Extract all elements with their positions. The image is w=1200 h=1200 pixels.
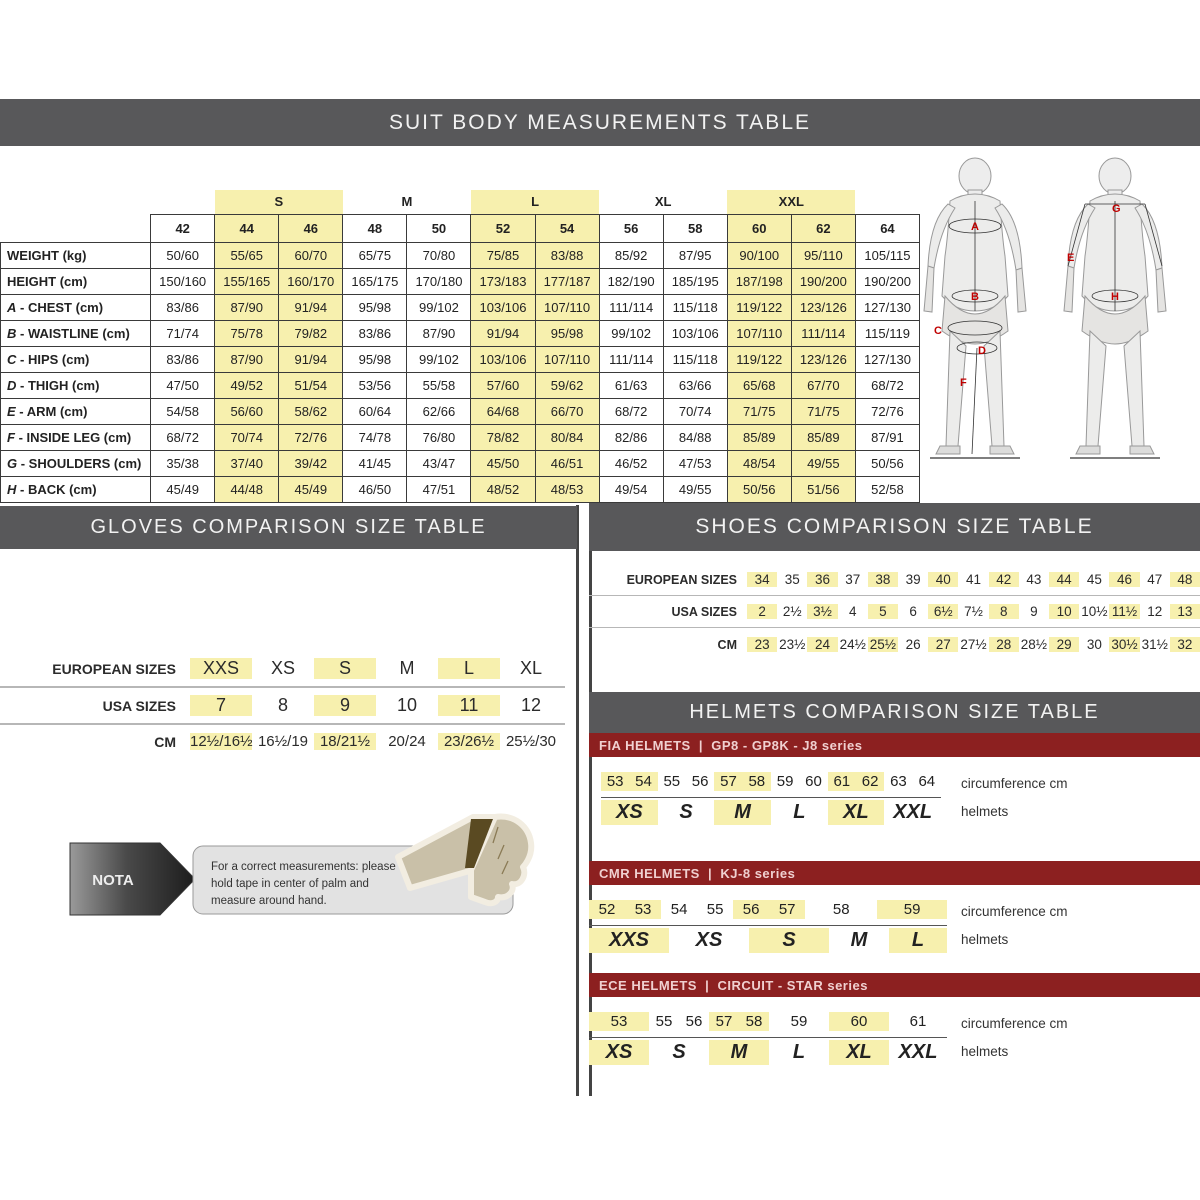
svg-text:F: F	[960, 377, 967, 389]
svg-text:H: H	[1111, 291, 1119, 303]
svg-text:A: A	[971, 221, 979, 233]
svg-text:E: E	[1067, 252, 1074, 264]
svg-text:C: C	[934, 325, 942, 337]
svg-text:D: D	[978, 345, 986, 357]
svg-text:For a correct measurements: pl: For a correct measurements: please	[211, 861, 396, 873]
svg-text:G: G	[1112, 203, 1121, 215]
svg-text:B: B	[971, 291, 979, 303]
svg-text:NOTA: NOTA	[92, 872, 134, 889]
svg-text:measure around hand.: measure around hand.	[211, 895, 327, 907]
svg-text:hold tape in center of pa: hold tape in center of palm and	[211, 878, 369, 890]
